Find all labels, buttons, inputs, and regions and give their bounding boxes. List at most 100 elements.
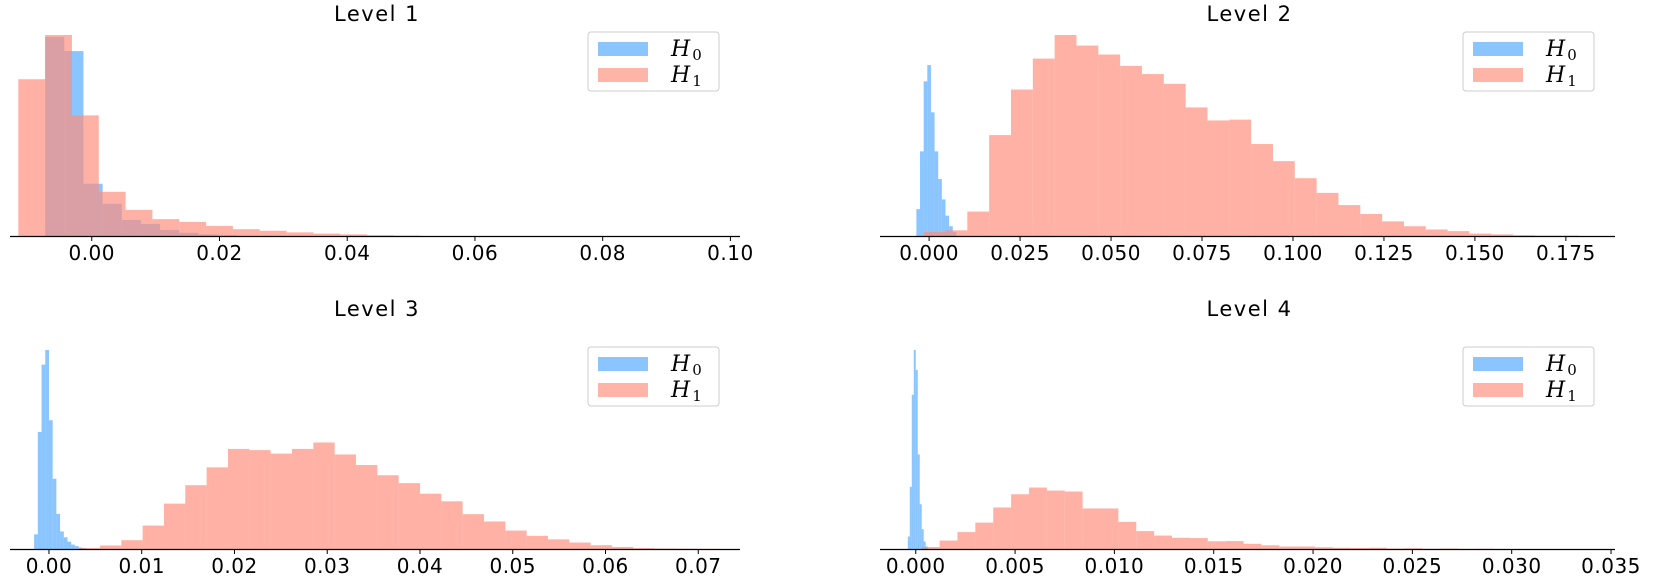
bar-h1-13 xyxy=(1207,120,1230,236)
bar-h1-13 xyxy=(367,235,394,236)
legend-swatch xyxy=(598,42,648,56)
panel-level-4: 0.000 0.005 0.010 0.015 0.020 0.025 0.030 0.035… xyxy=(880,297,1640,578)
legend-swatch xyxy=(598,383,648,397)
bar-h0-0 xyxy=(916,209,921,236)
legend-swatch xyxy=(1473,68,1523,82)
bar-h1-0 xyxy=(78,548,100,549)
x-tick-label: 0.030 xyxy=(1482,554,1542,578)
bar-h1-21 xyxy=(1297,546,1316,549)
bar-h1-23 xyxy=(1332,547,1351,549)
bar-h1-1 xyxy=(945,230,968,236)
bar-h0-4 xyxy=(930,112,935,236)
legend-swatch xyxy=(1473,42,1523,56)
bar-h1-5 xyxy=(152,219,180,236)
bar-h1-14 xyxy=(1172,537,1190,549)
bar-h1-20 xyxy=(1360,214,1383,236)
bar-h1-14 xyxy=(377,475,399,549)
bar-h1-13 xyxy=(355,465,378,549)
bar-h0-8 xyxy=(63,537,68,549)
x-tick-label: 0.10 xyxy=(707,241,754,265)
bar-h1-16 xyxy=(1207,541,1226,549)
bar-h1-7 xyxy=(1076,45,1099,236)
bar-h1-26 xyxy=(633,548,655,549)
bar-h1-23 xyxy=(1425,229,1448,236)
bar-h1-8 xyxy=(1098,54,1121,236)
bar-h1-10 xyxy=(291,448,314,549)
bar-h1-9 xyxy=(1120,65,1142,236)
bar-h1-7 xyxy=(1046,490,1065,549)
bar-h1-3 xyxy=(98,191,126,236)
legend-swatch xyxy=(1473,357,1523,371)
bar-h0-5 xyxy=(934,151,939,236)
legend-swatch xyxy=(598,357,648,371)
bar-h0-1 xyxy=(37,431,42,549)
x-tick-label: 0.010 xyxy=(1085,554,1145,578)
bar-h1-8 xyxy=(249,450,271,549)
panel-title: Level 3 xyxy=(334,297,420,321)
bar-h1-0 xyxy=(18,79,46,236)
bar-h1-5 xyxy=(1011,494,1029,549)
x-tick-label: 0.025 xyxy=(990,241,1050,265)
bar-h1-11 xyxy=(313,442,335,549)
series-h1-bars xyxy=(18,35,421,236)
x-tick-label: 0.050 xyxy=(1081,241,1141,265)
bar-h1-24 xyxy=(1350,548,1369,549)
bar-h0-10 xyxy=(71,544,75,549)
panel-title: Level 2 xyxy=(1207,2,1293,26)
panel-title: Level 1 xyxy=(334,2,420,26)
bar-h1-20 xyxy=(1279,546,1298,549)
bar-h1-11 xyxy=(1118,521,1137,549)
bar-h1-22 xyxy=(1403,226,1426,236)
series-h0-bars xyxy=(34,350,87,549)
panel-level-3: 0.00 0.01 0.02 0.03 0.04 0.05 0.06 0.07 Level 3 H… xyxy=(10,297,740,578)
bar-h1-6 xyxy=(1054,35,1077,236)
bar-h1-18 xyxy=(1243,543,1262,549)
x-tick-label: 0.025 xyxy=(1382,554,1442,578)
series-h1-bars xyxy=(923,35,1579,237)
bar-h1-15 xyxy=(1189,538,1208,549)
bar-h0-1 xyxy=(920,151,924,236)
bar-h1-13 xyxy=(1154,535,1173,549)
bar-h1-24 xyxy=(590,545,612,549)
bar-h1-17 xyxy=(1294,178,1317,236)
series-h1-bars xyxy=(921,487,1494,549)
bar-h1-4 xyxy=(993,507,1012,549)
x-tick-label: 0.150 xyxy=(1445,241,1505,265)
x-tick-label: 0.04 xyxy=(324,241,371,265)
x-tick-label: 0.075 xyxy=(1172,241,1232,265)
bar-h0-2 xyxy=(923,81,928,236)
bar-h1-21 xyxy=(1382,221,1404,236)
panel-title: Level 4 xyxy=(1207,297,1293,321)
bar-h0-3 xyxy=(927,65,931,236)
panel-level-1: 0.00 0.02 0.04 0.06 0.08 0.10 Level 1 H 0H 1 xyxy=(10,2,754,265)
bar-h1-19 xyxy=(1338,205,1361,236)
x-tick-label: 0.175 xyxy=(1536,241,1596,265)
bar-h1-26 xyxy=(1491,234,1514,236)
bar-h1-0 xyxy=(921,547,940,549)
bar-h1-12 xyxy=(334,454,356,549)
x-tick-label: 0.06 xyxy=(582,554,629,578)
bar-h0-6 xyxy=(919,504,922,549)
bar-h0-3 xyxy=(913,350,916,549)
bar-h1-2 xyxy=(121,540,143,549)
bar-h1-0 xyxy=(923,231,946,236)
bar-h1-25 xyxy=(1469,233,1492,236)
legend-swatch xyxy=(1473,383,1523,397)
x-tick-label: 0.000 xyxy=(899,241,959,265)
bar-h1-5 xyxy=(1032,58,1055,237)
x-tick-label: 0.07 xyxy=(675,554,722,578)
bar-h1-17 xyxy=(1225,541,1244,549)
x-tick-label: 0.005 xyxy=(985,554,1045,578)
legend: H 0H 1 xyxy=(587,346,720,407)
bar-h1-5 xyxy=(185,485,207,549)
bar-h0-0 xyxy=(907,536,910,549)
x-tick-label: 0.125 xyxy=(1354,241,1414,265)
bar-h0-7 xyxy=(941,199,946,236)
bar-h1-1 xyxy=(99,545,122,549)
x-tick-label: 0.04 xyxy=(397,554,444,578)
bar-h1-6 xyxy=(179,221,207,236)
bar-h1-24 xyxy=(1447,231,1470,236)
bar-h1-15 xyxy=(1251,144,1273,236)
